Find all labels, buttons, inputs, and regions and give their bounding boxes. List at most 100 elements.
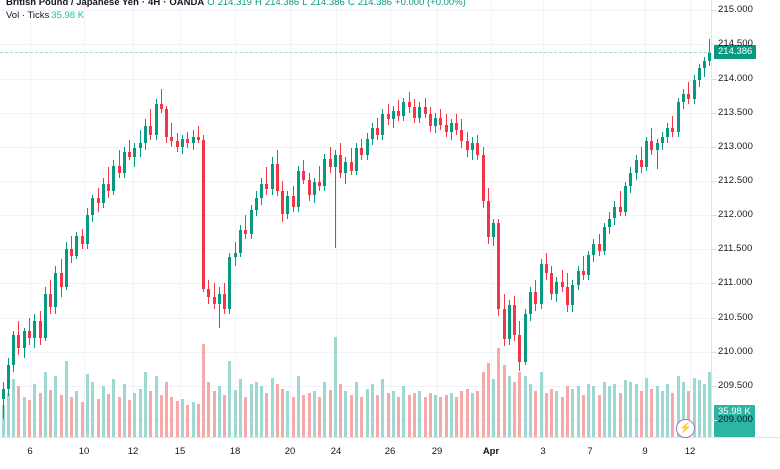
candle-body bbox=[418, 107, 421, 119]
legend-volume-row[interactable]: Vol · Ticks 35.98 K bbox=[6, 10, 469, 21]
candle-body bbox=[17, 334, 20, 349]
volume-bar bbox=[86, 373, 89, 437]
candle-body bbox=[424, 107, 427, 115]
candle-body bbox=[339, 154, 342, 173]
volume-bar bbox=[323, 382, 326, 437]
price-chart-plot[interactable] bbox=[0, 0, 712, 437]
volume-bar bbox=[624, 380, 627, 437]
time-tick-label: 29 bbox=[431, 446, 443, 457]
candle-body bbox=[286, 195, 289, 214]
candle-body bbox=[234, 252, 237, 258]
candle-body bbox=[429, 114, 432, 127]
candle-body bbox=[255, 198, 258, 210]
volume-bar bbox=[545, 392, 548, 437]
volume-bar bbox=[39, 392, 42, 437]
time-scale[interactable]: 6 10 12 15 18 20 24 26 29 Apr 3 7 9 12 bbox=[0, 437, 780, 470]
candle-body bbox=[265, 184, 268, 190]
legend-separator-1: · bbox=[141, 0, 146, 8]
candle-body bbox=[693, 79, 696, 99]
candle-body bbox=[677, 102, 680, 132]
grid-line-vertical bbox=[30, 0, 31, 437]
candle-body bbox=[445, 124, 448, 132]
volume-bar bbox=[350, 394, 353, 437]
candle-body bbox=[408, 102, 411, 108]
scale-separator bbox=[711, 0, 712, 437]
candle-body bbox=[598, 243, 601, 251]
candle-body bbox=[450, 122, 453, 132]
grid-line-horizontal bbox=[0, 10, 712, 11]
interval-label[interactable]: 4H bbox=[148, 0, 161, 8]
legend-main-row[interactable]: British Pound / Japanese Yen · 4H · OANDA O 21… bbox=[6, 0, 469, 8]
volume-bar bbox=[339, 384, 342, 437]
volume-bar bbox=[144, 371, 147, 437]
candle-body bbox=[60, 273, 63, 287]
price-tick-label: 209.000 bbox=[718, 413, 754, 425]
grid-line-horizontal bbox=[0, 352, 712, 353]
grid-line-horizontal bbox=[0, 79, 712, 80]
candle-wick bbox=[641, 146, 642, 173]
volume-bar bbox=[598, 394, 601, 437]
high-value: 214.386 bbox=[264, 0, 300, 8]
grid-line-vertical bbox=[645, 0, 646, 437]
candle-body bbox=[529, 291, 532, 315]
time-tick-label: 10 bbox=[78, 446, 90, 457]
candle-wick bbox=[108, 167, 109, 198]
candle-wick bbox=[672, 116, 673, 137]
volume-bar bbox=[619, 392, 622, 437]
volume-bar bbox=[371, 384, 374, 437]
volume-bar bbox=[661, 390, 664, 437]
candle-wick bbox=[562, 269, 563, 292]
candle-wick bbox=[398, 100, 399, 121]
volume-bar bbox=[693, 378, 696, 437]
volume-bar bbox=[360, 397, 363, 437]
candle-body bbox=[703, 61, 706, 69]
grid-line-vertical bbox=[290, 0, 291, 437]
volume-bar bbox=[107, 393, 110, 437]
grid-line-vertical bbox=[84, 0, 85, 437]
candle-body bbox=[7, 365, 10, 390]
volume-bar bbox=[566, 386, 569, 437]
close-value: 214.386 bbox=[357, 0, 393, 8]
candle-body bbox=[682, 93, 685, 103]
candle-wick bbox=[219, 286, 220, 328]
volume-bar bbox=[54, 375, 57, 437]
time-tick-label: 7 bbox=[587, 446, 593, 457]
lightning-event-icon[interactable]: ⚡ bbox=[676, 419, 695, 438]
candle-body bbox=[687, 93, 690, 99]
volume-bar bbox=[635, 384, 638, 437]
price-tick-mark bbox=[712, 215, 717, 216]
volume-bar bbox=[170, 397, 173, 437]
price-tick-label: 211.500 bbox=[718, 243, 753, 255]
volume-indicator-title[interactable]: Vol · Ticks bbox=[6, 10, 50, 21]
volume-bar bbox=[577, 386, 580, 437]
candle-body bbox=[402, 102, 405, 117]
candle-body bbox=[49, 293, 52, 308]
time-tick-label: 24 bbox=[330, 446, 342, 457]
candle-body bbox=[392, 111, 395, 120]
candle-body bbox=[371, 127, 374, 139]
candle-body bbox=[577, 271, 580, 285]
candle-body bbox=[176, 141, 179, 147]
price-tick-mark bbox=[712, 113, 717, 114]
symbol-name[interactable]: British Pound / Japanese Yen bbox=[6, 0, 139, 8]
candle-body bbox=[302, 170, 305, 180]
volume-bar bbox=[355, 382, 358, 437]
candle-body bbox=[202, 139, 205, 289]
price-scale[interactable]: 214.386 35.98 K 215.000 214.500 214.000 213… bbox=[712, 0, 780, 437]
candle-body bbox=[107, 184, 110, 192]
volume-bar bbox=[429, 392, 432, 437]
candle-body bbox=[181, 138, 184, 147]
candle-body bbox=[360, 148, 363, 155]
volume-bar bbox=[424, 397, 427, 437]
candle-body bbox=[86, 215, 89, 244]
volume-bar bbox=[508, 375, 511, 437]
candle-body bbox=[133, 148, 136, 158]
volume-bar bbox=[123, 384, 126, 437]
grid-line-horizontal bbox=[0, 283, 712, 284]
candle-wick bbox=[3, 382, 4, 419]
volume-bar bbox=[418, 390, 421, 437]
grid-line-vertical bbox=[690, 0, 691, 437]
exchange-label[interactable]: OANDA bbox=[169, 0, 205, 8]
price-tick-label: 215.000 bbox=[718, 4, 754, 16]
candle-body bbox=[661, 136, 664, 144]
